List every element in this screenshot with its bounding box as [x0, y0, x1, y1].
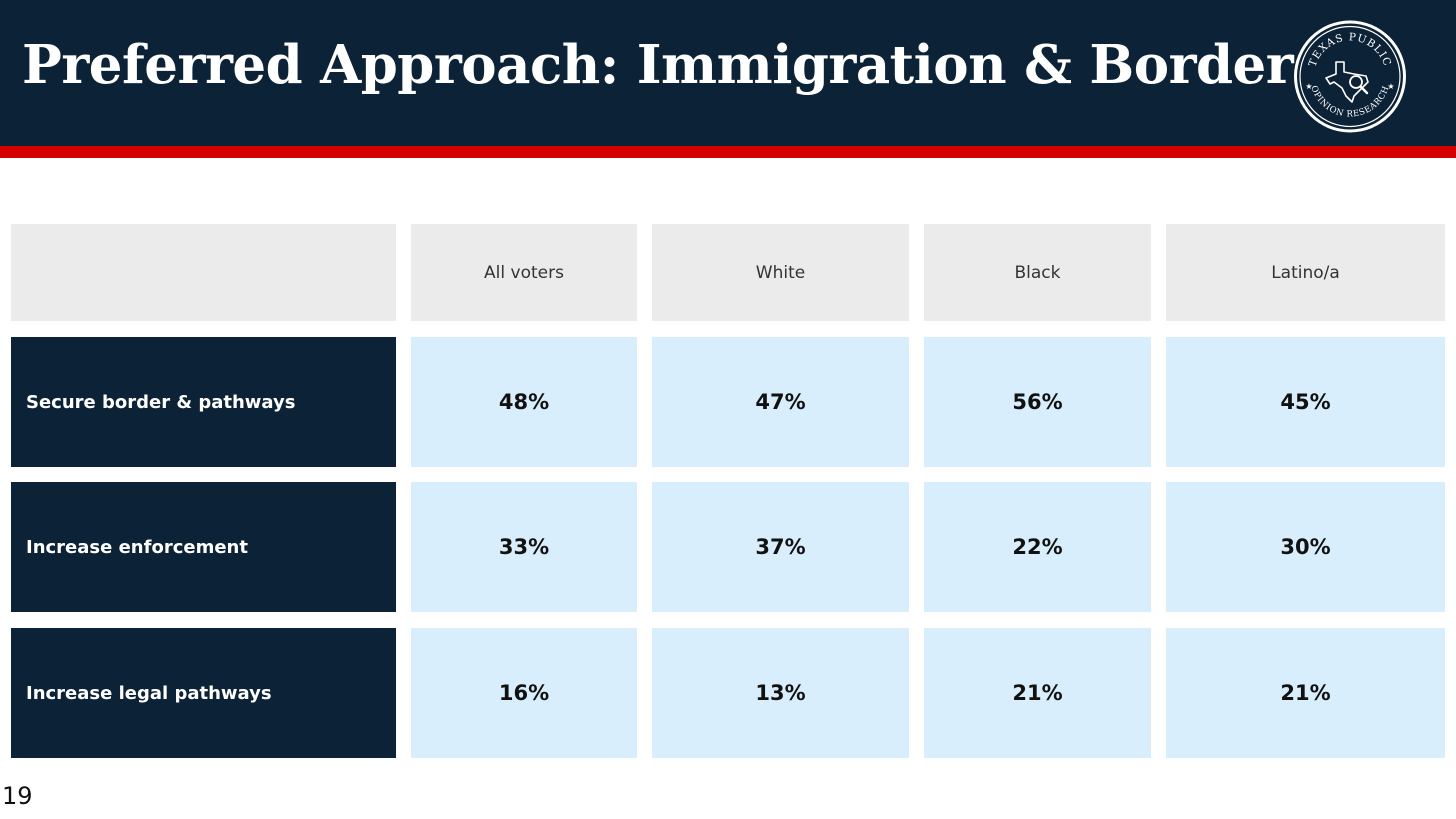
column-header: All voters: [411, 224, 637, 321]
corner-header-cell: [11, 224, 396, 321]
seal-star-left-icon: ★: [1305, 82, 1312, 91]
texas-public-opinion-research-logo: TEXAS PUBLIC OPINION RESEARCH ★ ★: [1294, 20, 1406, 133]
value-cell: 22%: [924, 482, 1151, 612]
column-header: Black: [924, 224, 1151, 321]
value-cell: 21%: [924, 628, 1151, 758]
row-label: Increase enforcement: [11, 482, 396, 612]
value-cell: 16%: [411, 628, 637, 758]
value-cell: 48%: [411, 337, 637, 467]
value-cell: 33%: [411, 482, 637, 612]
value-cell: 21%: [1166, 628, 1445, 758]
row-label: Secure border & pathways: [11, 337, 396, 467]
value-cell: 30%: [1166, 482, 1445, 612]
seal-ring: [1299, 25, 1401, 128]
page-title: Preferred Approach: Immigration & Border: [22, 34, 1294, 96]
value-cell: 13%: [652, 628, 909, 758]
value-cell: 37%: [652, 482, 909, 612]
column-header: Latino/a: [1166, 224, 1445, 321]
value-cell: 56%: [924, 337, 1151, 467]
row-label: Increase legal pathways: [11, 628, 396, 758]
value-cell: 45%: [1166, 337, 1445, 467]
accent-stripe: [0, 146, 1456, 158]
seal-inner-disc: [1297, 23, 1403, 130]
seal-star-right-icon: ★: [1387, 82, 1394, 91]
page-number: 19: [2, 782, 33, 810]
value-cell: 47%: [652, 337, 909, 467]
header-bar: [0, 0, 1456, 146]
texas-magnifier-icon: [1325, 61, 1369, 103]
column-header: White: [652, 224, 909, 321]
